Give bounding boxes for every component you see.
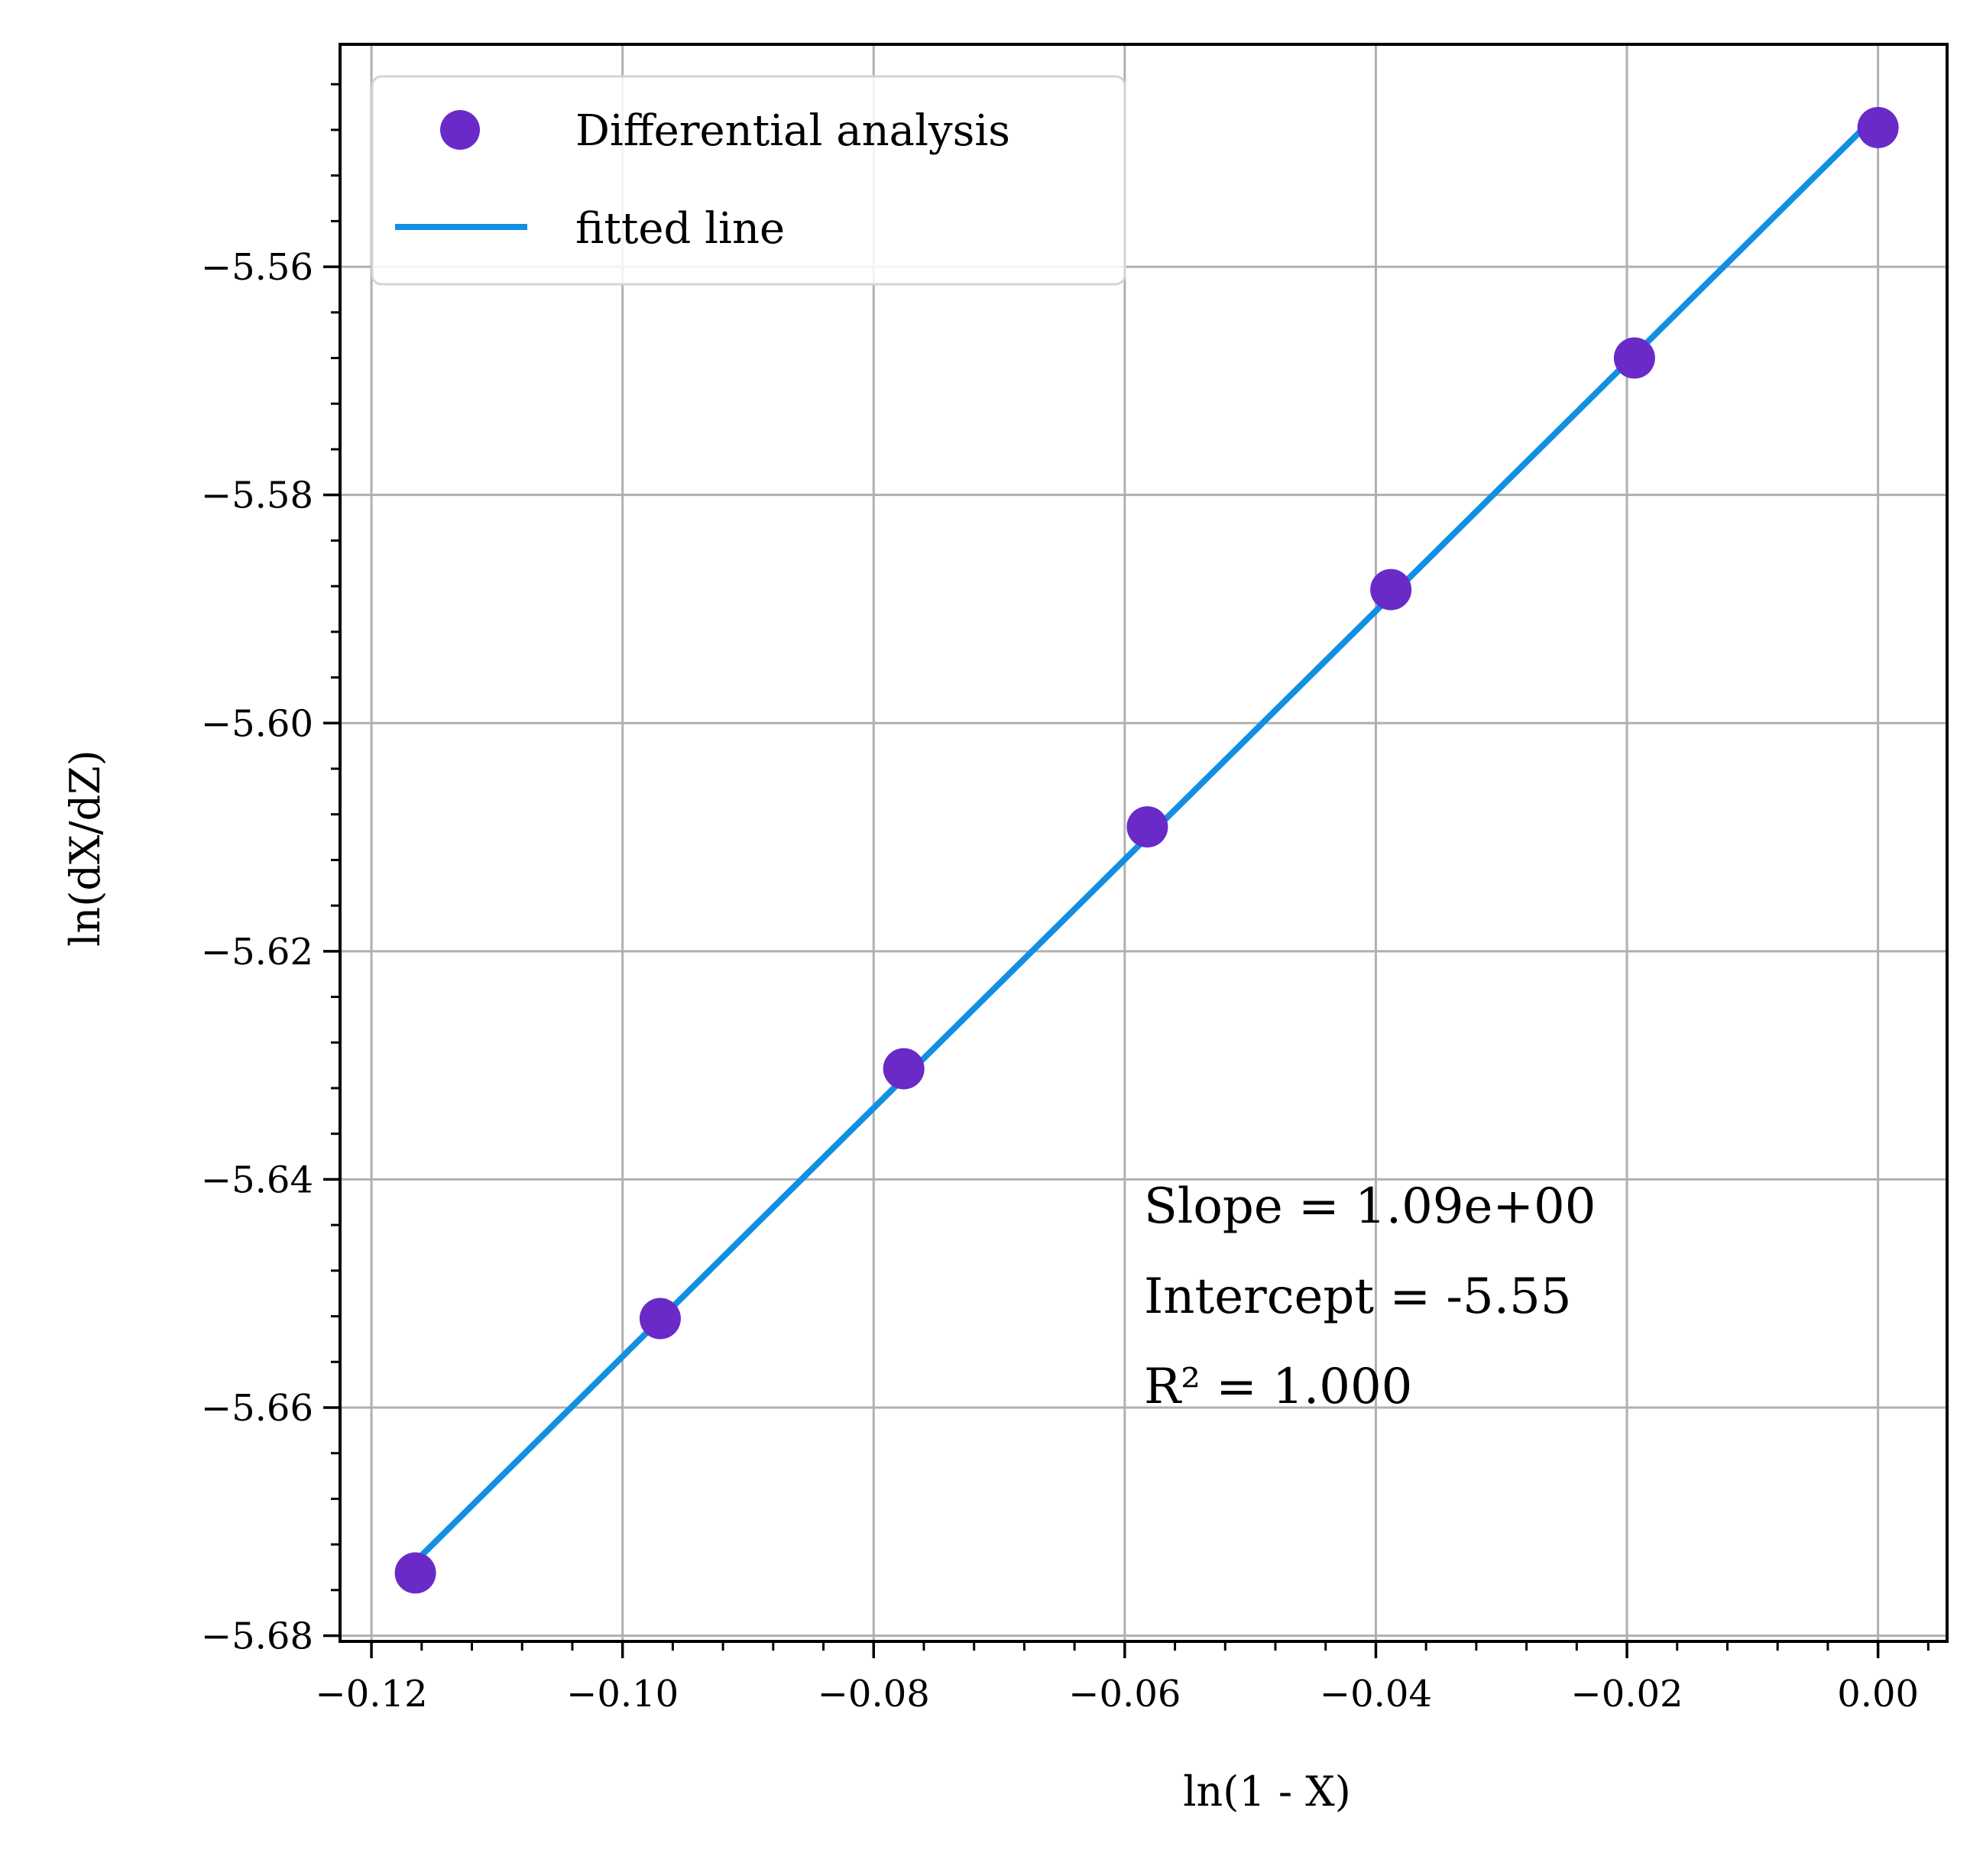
x-tick-label: 0.00 — [1837, 1673, 1919, 1716]
legend-box — [371, 75, 1126, 286]
y-tick-label: −5.60 — [201, 702, 313, 745]
data-point — [1857, 106, 1899, 148]
data-point — [883, 1048, 925, 1090]
data-point — [639, 1298, 681, 1340]
y-tick-label: −5.58 — [201, 475, 313, 517]
y-tick-label: −5.62 — [201, 931, 313, 974]
x-tick-label: −0.04 — [1320, 1673, 1432, 1716]
annotation-slope: Slope = 1.09e+00 — [1144, 1178, 1596, 1235]
legend-label-fitted: fitted line — [575, 204, 785, 254]
x-tick-label: −0.02 — [1570, 1673, 1683, 1716]
x-tick-label: −0.06 — [1068, 1673, 1181, 1716]
data-point — [1613, 337, 1655, 379]
data-point — [1126, 806, 1168, 848]
data-point — [394, 1552, 436, 1594]
y-tick-label: −5.64 — [201, 1158, 313, 1201]
x-tick-label: −0.08 — [818, 1673, 930, 1716]
legend: Differential analysis fitted line — [371, 75, 1126, 286]
x-tick-label: −0.10 — [566, 1673, 679, 1716]
annotation-intercept: Intercept = -5.55 — [1144, 1268, 1572, 1325]
legend-marker-differential — [440, 110, 480, 150]
fit-annotation: Slope = 1.09e+00 Intercept = -5.55 R² = … — [1144, 1178, 1596, 1415]
y-tick-labels: −5.56 −5.58 −5.60 −5.62 −5.64 −5.66 −5.68 — [201, 246, 313, 1657]
x-axis-label: ln(1 - X) — [1183, 1767, 1351, 1816]
annotation-r-squared: R² = 1.000 — [1144, 1359, 1412, 1415]
y-axis-label: ln(dX/dZ) — [61, 750, 109, 946]
x-tick-labels: −0.12 −0.10 −0.08 −0.06 −0.04 −0.02 0.00 — [316, 1673, 1920, 1716]
y-tick-label: −5.66 — [201, 1387, 313, 1430]
data-points-layer — [394, 106, 1899, 1594]
plot-frame — [339, 43, 1949, 1643]
y-tick-label: −5.68 — [201, 1615, 313, 1658]
axis-ticks — [323, 83, 1930, 1658]
legend-label-differential: Differential analysis — [575, 106, 1010, 156]
y-tick-label: −5.56 — [201, 246, 313, 289]
x-tick-label: −0.12 — [316, 1673, 428, 1716]
data-point — [1370, 569, 1412, 611]
